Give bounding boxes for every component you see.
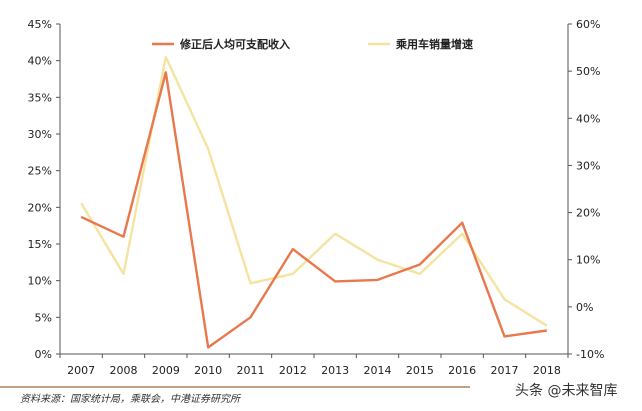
right-tick-label: 10% <box>576 254 600 267</box>
right-tick-label: 20% <box>576 207 600 220</box>
x-tick-label: 2009 <box>152 364 180 377</box>
left-tick-label: 30% <box>28 128 52 141</box>
series-line-income <box>80 71 547 349</box>
series-lines <box>80 55 548 349</box>
x-tick-label: 2018 <box>533 364 561 377</box>
x-tick-label: 2015 <box>406 364 434 377</box>
right-tick-label: 0% <box>576 301 593 314</box>
source-note: 资料来源：国家统计局，乘联会，中港证券研究所 <box>20 393 242 405</box>
x-tick-label: 2017 <box>491 364 519 377</box>
left-tick-label: 25% <box>28 165 52 178</box>
x-tick-label: 2010 <box>194 364 222 377</box>
left-tick-label: 35% <box>28 91 52 104</box>
x-tick-label: 2016 <box>448 364 476 377</box>
x-tick-label: 2008 <box>110 364 138 377</box>
left-tick-label: 20% <box>28 201 52 214</box>
right-tick-label: 50% <box>576 65 600 78</box>
legend-item-car-sales-label: 乘用车销量增速 <box>395 37 473 51</box>
axes: 0% 5% 10% 15% 20% 25% 30% 35% 40% 45% -10% 0% 10% 20%… <box>28 18 605 377</box>
x-tick-label: 2012 <box>279 364 307 377</box>
right-tick-label: -10% <box>576 348 604 361</box>
left-tick-label: 40% <box>28 55 52 68</box>
left-tick-label: 45% <box>28 18 52 31</box>
x-tick-label: 2013 <box>321 364 349 377</box>
left-tick-label: 0% <box>35 348 52 361</box>
series-line-car-sales <box>80 55 548 327</box>
left-tick-label: 15% <box>28 238 52 251</box>
left-tick-label: 10% <box>28 275 52 288</box>
watermark: 头条 @未来智库 <box>515 382 617 399</box>
x-tick-label: 2007 <box>67 364 95 377</box>
legend: 修正后人均可支配收入 乘用车销量增速 <box>152 37 473 51</box>
right-tick-label: 30% <box>576 159 600 172</box>
x-tick-label: 2014 <box>364 364 392 377</box>
legend-item-income-label: 修正后人均可支配收入 <box>179 37 290 51</box>
right-tick-label: 60% <box>576 18 600 31</box>
x-tick-label: 2011 <box>237 364 265 377</box>
left-tick-label: 5% <box>35 311 52 324</box>
right-tick-label: 40% <box>576 112 600 125</box>
